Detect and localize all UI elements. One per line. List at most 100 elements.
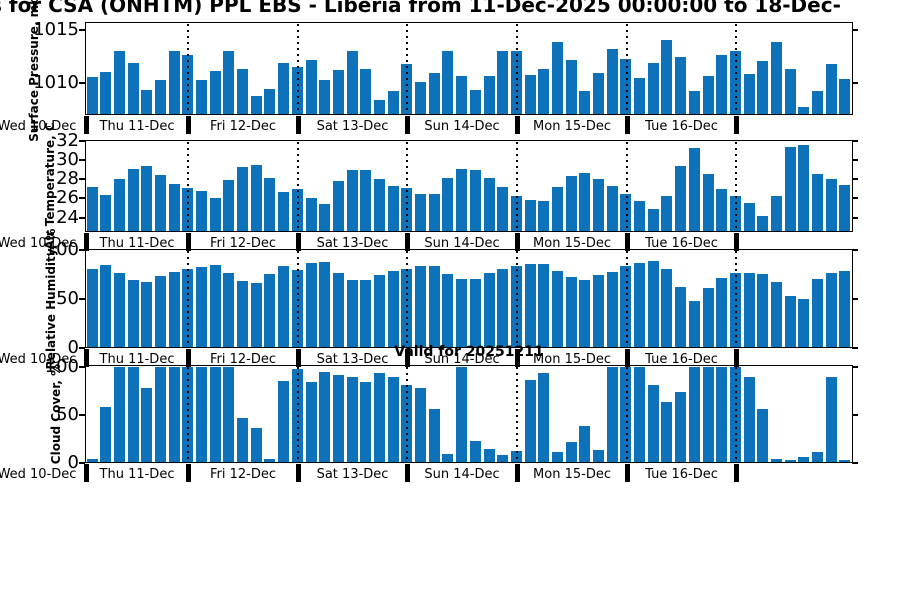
air-temperature-bar bbox=[798, 144, 810, 231]
surface-pressure-bar bbox=[839, 79, 851, 114]
y-tick-right bbox=[852, 249, 858, 252]
surface-pressure-bar bbox=[264, 88, 276, 114]
relative-humidity-bar bbox=[688, 301, 700, 347]
air-temperature-bar bbox=[469, 169, 481, 231]
surface-pressure-bar bbox=[784, 68, 796, 114]
y-tick-label: 50 bbox=[56, 403, 79, 425]
y-tick-label: 32 bbox=[56, 129, 79, 151]
x-day-label: Thu 11-Dec bbox=[99, 467, 175, 482]
day-boundary-gridline bbox=[735, 367, 738, 461]
day-boundary-tick bbox=[404, 233, 410, 251]
day-boundary-gridline bbox=[516, 251, 519, 346]
surface-pressure-bar bbox=[196, 80, 208, 114]
y-tick-label: 50 bbox=[56, 288, 79, 310]
day-boundary-gridline bbox=[187, 367, 190, 461]
day-boundary-gridline bbox=[516, 367, 519, 461]
surface-pressure-bar bbox=[373, 100, 385, 114]
y-tick-right bbox=[852, 159, 858, 162]
x-left-day-label: Wed 10-Dec bbox=[0, 467, 77, 482]
day-boundary-tick bbox=[514, 233, 520, 251]
surface-pressure-bar bbox=[278, 63, 290, 114]
air-temperature-bar bbox=[141, 165, 153, 231]
day-boundary-tick bbox=[295, 233, 301, 251]
air-temperature-bar bbox=[154, 174, 166, 231]
x-day-label: Fri 12-Dec bbox=[210, 352, 277, 367]
y-tick-label: 0 bbox=[67, 337, 79, 358]
cloud-cover-bar bbox=[196, 366, 208, 462]
air-temperature-bar bbox=[702, 173, 714, 231]
cloud-cover-bar bbox=[565, 441, 577, 462]
surface-pressure-bar bbox=[743, 73, 755, 114]
air-temperature-bar bbox=[771, 195, 782, 231]
relative-humidity-bar bbox=[360, 279, 372, 347]
air-temperature-bar bbox=[127, 168, 139, 231]
relative-humidity-bar bbox=[127, 279, 139, 347]
x-day-label: Sat 13-Dec bbox=[316, 352, 389, 367]
day-boundary-gridline bbox=[735, 142, 738, 230]
x-day-label: Thu 11-Dec bbox=[99, 119, 175, 134]
day-boundary-tick bbox=[514, 464, 520, 482]
relative-humidity-bar bbox=[223, 272, 235, 347]
cloud-cover-bar bbox=[209, 366, 221, 462]
surface-pressure-bar bbox=[442, 50, 454, 114]
relative-humidity-bar bbox=[497, 268, 509, 347]
surface-pressure-bar bbox=[100, 71, 112, 114]
y-tick-right bbox=[852, 82, 858, 85]
cloud-cover-bar bbox=[620, 366, 632, 462]
day-boundary-tick bbox=[404, 116, 410, 134]
day-boundary-gridline bbox=[516, 142, 519, 230]
y-tick-right bbox=[852, 139, 858, 142]
relative-humidity-bar bbox=[196, 267, 208, 347]
surface-pressure-bar bbox=[428, 72, 440, 114]
relative-humidity-bar bbox=[346, 279, 358, 347]
surface-pressure-bar bbox=[456, 75, 468, 114]
cloud-cover-bar bbox=[387, 376, 399, 462]
day-boundary-tick bbox=[83, 464, 89, 482]
y-tick-left bbox=[79, 347, 85, 349]
surface-pressure-bar bbox=[634, 78, 646, 114]
relative-humidity-bar bbox=[250, 282, 262, 347]
surface-pressure-bar bbox=[688, 90, 700, 114]
cloud-cover-bar bbox=[675, 391, 687, 462]
y-tick-left bbox=[79, 365, 85, 368]
relative-humidity-bar bbox=[305, 263, 317, 347]
cloud-cover-bar bbox=[647, 385, 659, 462]
air-temperature-bar bbox=[360, 169, 372, 231]
air-temperature-bar bbox=[305, 197, 317, 231]
air-temperature-bar bbox=[812, 173, 824, 231]
air-temperature-bar bbox=[196, 190, 208, 231]
x-day-label: Sat 13-Dec bbox=[316, 236, 389, 251]
y-tick-right bbox=[852, 216, 858, 219]
y-tick-left bbox=[79, 82, 85, 85]
x-day-label: Tue 16-Dec bbox=[645, 467, 718, 482]
x-left-day-label: Wed 10-Dec bbox=[0, 352, 77, 367]
surface-pressure-panel bbox=[85, 22, 853, 115]
air-temperature-bar bbox=[825, 179, 837, 231]
relative-humidity-axis-label: Relative Humidity, % bbox=[44, 228, 58, 369]
relative-humidity-bar bbox=[716, 277, 728, 347]
x-day-label: Mon 15-Dec bbox=[533, 352, 611, 367]
surface-pressure-bar bbox=[798, 106, 810, 114]
cloud-cover-bar bbox=[551, 452, 563, 462]
air-temperature-bar bbox=[757, 215, 769, 231]
cloud-cover-bar bbox=[360, 382, 372, 462]
cloud-cover-bar bbox=[757, 409, 769, 462]
cloud-cover-bar bbox=[113, 366, 125, 462]
relative-humidity-bar bbox=[606, 271, 618, 347]
cloud-cover-bar bbox=[456, 366, 468, 462]
surface-pressure-bar bbox=[593, 72, 605, 114]
surface-pressure-bar bbox=[483, 75, 495, 114]
day-boundary-tick bbox=[733, 349, 739, 367]
surface-pressure-bar bbox=[757, 61, 769, 114]
cloud-cover-bar bbox=[716, 366, 728, 462]
y-tick-left bbox=[79, 29, 85, 32]
air-temperature-bar bbox=[387, 186, 399, 231]
surface-pressure-bar bbox=[524, 74, 536, 114]
x-day-label: Sat 13-Dec bbox=[316, 467, 389, 482]
chart-title: s for CSA (ONHTM) PPL EBS - Liberia from… bbox=[0, 0, 841, 17]
surface-pressure-bar bbox=[579, 90, 591, 114]
day-boundary-gridline bbox=[406, 367, 409, 461]
cloud-cover-bar bbox=[812, 452, 824, 462]
relative-humidity-bar bbox=[702, 287, 714, 347]
y-tick-left bbox=[79, 249, 85, 252]
